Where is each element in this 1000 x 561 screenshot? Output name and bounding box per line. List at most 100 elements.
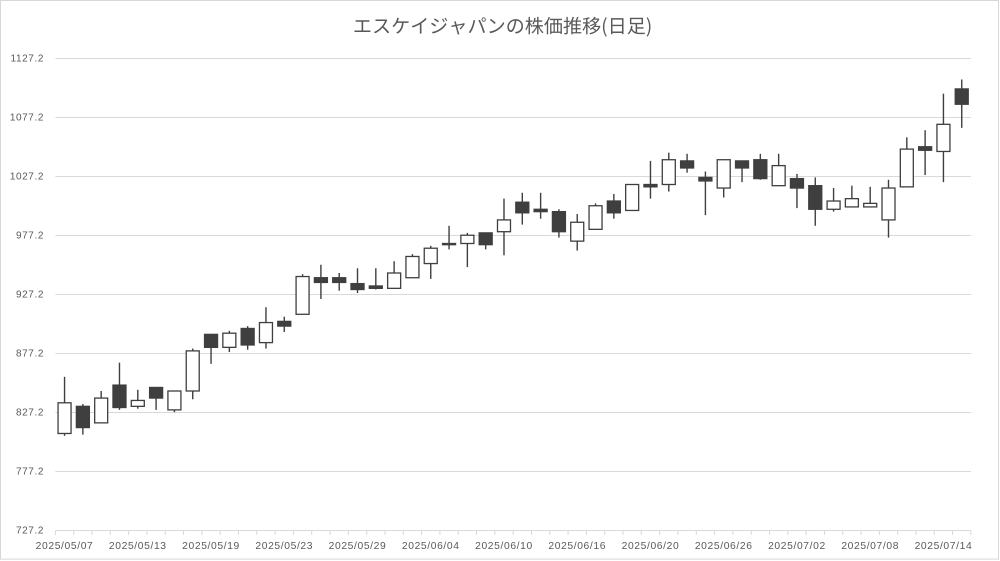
candle-body-up — [423, 247, 438, 265]
candle-body-up — [57, 402, 72, 435]
candle-body-up — [94, 397, 109, 424]
candle-body-down — [478, 232, 493, 246]
candle-2025-05-16 — [185, 348, 200, 400]
candle-2025-05-08 — [75, 403, 91, 435]
candle-body-down — [917, 146, 933, 151]
candlestick-series — [57, 79, 969, 436]
candle-2025-05-26 — [295, 274, 310, 315]
x-axis-label: 2025/07/14 — [915, 541, 973, 552]
candle-2025-06-11 — [515, 192, 530, 225]
candle-body-down — [112, 384, 127, 409]
x-axis-label: 2025/06/20 — [622, 541, 680, 552]
y-axis-label: 727.2 — [16, 526, 44, 537]
candle-body-down — [606, 200, 621, 214]
candle-body-up — [936, 123, 951, 153]
y-axis-label: 1027.2 — [10, 172, 44, 183]
candle-body-up — [570, 221, 585, 242]
candle-2025-07-14 — [936, 93, 951, 183]
x-axis-label: 2025/06/16 — [548, 541, 606, 552]
candle-body-up — [826, 200, 841, 210]
candle-2025-05-13 — [130, 389, 145, 409]
candle-2025-06-26 — [716, 159, 731, 198]
x-axis-label: 2025/06/26 — [695, 541, 753, 552]
candle-2025-06-05 — [441, 225, 457, 250]
candle-2025-06-25 — [698, 171, 713, 216]
candle-2025-07-01 — [771, 153, 786, 187]
candle-2025-05-27 — [313, 264, 329, 299]
candle-2025-05-07 — [57, 376, 72, 436]
candle-2025-06-30 — [753, 153, 768, 180]
y-axis-label: 977.2 — [16, 231, 44, 242]
y-axis-label: 1127.2 — [11, 54, 44, 65]
candle-body-up — [881, 187, 896, 221]
candle-2025-07-11 — [917, 130, 933, 176]
candle-body-down — [679, 160, 695, 169]
chart-title — [354, 16, 651, 37]
candle-2025-07-08 — [863, 186, 878, 208]
chart-title-glyphs — [354, 16, 651, 37]
candle-2025-06-23 — [661, 152, 676, 192]
candle-body-down — [350, 282, 365, 291]
candle-body-down — [515, 201, 530, 214]
candle-body-up — [258, 321, 274, 344]
candle-2025-06-20 — [643, 160, 658, 199]
candle-body-up — [185, 350, 200, 392]
candle-body-up — [167, 390, 182, 411]
candle-2025-06-02 — [386, 261, 402, 289]
candle-2025-05-09 — [94, 391, 109, 424]
candle-2025-06-13 — [551, 209, 567, 238]
x-axis-label: 2025/05/13 — [109, 541, 167, 552]
candle-2025-06-16 — [570, 214, 585, 251]
candle-2025-07-15 — [954, 79, 969, 128]
candle-body-down — [551, 210, 567, 233]
candle-body-up — [222, 332, 237, 348]
candle-body-down — [734, 160, 750, 169]
candle-2025-06-24 — [679, 153, 695, 173]
x-axis — [54, 530, 972, 535]
candle-body-down — [643, 183, 658, 188]
candle-2025-06-17 — [588, 203, 603, 230]
candle-body-down — [75, 405, 91, 429]
x-axis-label: 2025/05/19 — [182, 541, 240, 552]
candle-body-up — [625, 183, 640, 212]
candle-body-down — [203, 333, 219, 348]
x-axis-label: 2025/07/02 — [768, 541, 826, 552]
candle-body-down — [240, 327, 255, 346]
candle-2025-05-22 — [258, 307, 274, 349]
candle-body-down — [277, 320, 292, 327]
candle-body-up — [863, 202, 878, 208]
y-axis-labels: 727.2 777.2 827.2 877.2 927.2 977.2 1027.2 1077… — [10, 54, 44, 537]
x-axis-label: 2025/06/04 — [402, 541, 460, 552]
candle-body-down — [368, 285, 383, 289]
candle-body-up — [899, 148, 914, 188]
x-axis-label: 2025/05/07 — [36, 541, 94, 552]
candle-2025-07-07 — [844, 185, 860, 208]
candle-2025-07-04 — [826, 188, 841, 212]
x-axis-label: 2025/06/10 — [475, 541, 533, 552]
candle-2025-06-27 — [734, 160, 750, 183]
candle-body-up — [405, 255, 420, 279]
candle-2025-05-21 — [240, 326, 255, 350]
candle-body-down — [148, 386, 164, 399]
candle-2025-07-03 — [808, 177, 823, 226]
candle-2025-06-12 — [533, 192, 548, 219]
candle-body-down — [313, 277, 329, 284]
y-axis-label: 1077.2 — [10, 113, 44, 124]
candle-body-down — [441, 242, 457, 246]
candle-2025-06-04 — [423, 245, 438, 279]
x-axis-label: 2025/05/23 — [255, 541, 313, 552]
candle-2025-05-28 — [332, 273, 347, 291]
candle-2025-07-09 — [881, 179, 896, 238]
candle-body-up — [386, 272, 402, 289]
y-axis-label: 777.2 — [16, 467, 44, 478]
candle-body-up — [130, 399, 145, 407]
candle-body-down — [698, 176, 713, 182]
y-axis-label: 877.2 — [16, 349, 44, 360]
candle-body-down — [753, 159, 768, 180]
x-axis-labels: 2025/05/07 2025/05/13 2025/05/19 2025/05/23… — [36, 541, 973, 552]
candle-body-down — [332, 277, 347, 284]
